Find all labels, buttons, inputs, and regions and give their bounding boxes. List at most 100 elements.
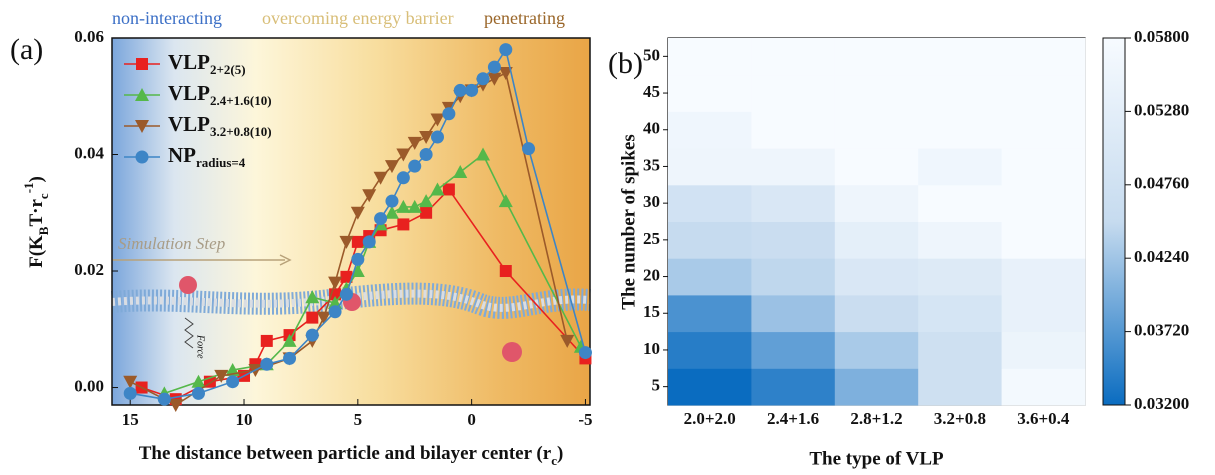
- marker: [453, 83, 467, 97]
- heat-cell: [668, 111, 752, 149]
- marker: [226, 375, 240, 389]
- heat-cell: [1001, 148, 1086, 186]
- marker: [282, 333, 297, 347]
- heat-cell: [918, 331, 1003, 369]
- marker: [351, 252, 365, 266]
- colorbar: [1102, 37, 1126, 406]
- heat-cell: [918, 221, 1003, 259]
- heat-cell: [918, 258, 1003, 296]
- marker: [339, 287, 353, 301]
- marker: [396, 148, 411, 162]
- heat-cell: [918, 38, 1003, 76]
- x-title-part: The distance between particle and bilaye…: [139, 443, 552, 464]
- x-tick-label: 3.6+0.4: [1017, 409, 1070, 428]
- heat-cell: [668, 331, 752, 369]
- marker: [316, 311, 331, 325]
- legend-label: VLP2.4+1.6(10): [168, 81, 272, 109]
- heat-cell: [668, 258, 752, 296]
- x-axis-title: The distance between particle and bilaye…: [139, 443, 564, 468]
- colorbar-tick-label: 0.04240: [1134, 247, 1189, 266]
- marker: [465, 83, 479, 97]
- legend-subscript: 2.4+1.6(10): [210, 93, 272, 108]
- marker: [476, 72, 490, 86]
- marker: [328, 305, 342, 319]
- heat-cell: [834, 74, 919, 112]
- legend-subscript: 3.2+0.8(10): [210, 124, 272, 139]
- particle: [179, 276, 197, 294]
- heat-cell: [751, 184, 836, 222]
- x-tick-label: 10: [236, 410, 253, 429]
- y-tick-label: 10: [643, 339, 660, 358]
- heat-cell: [751, 111, 836, 149]
- heat-cell: [1001, 368, 1086, 406]
- marker: [350, 206, 365, 220]
- marker: [362, 189, 377, 203]
- y-axis-title: F(KBT·rc-1): [21, 176, 51, 268]
- marker: [407, 199, 422, 213]
- x-tick-label: 2.4+1.6: [767, 409, 819, 428]
- marker: [442, 107, 456, 121]
- heat-cell: [918, 111, 1003, 149]
- heat-cell: [668, 184, 752, 222]
- legend-marker: [136, 58, 148, 70]
- y-tick-label: 0.00: [74, 376, 104, 395]
- colorbar-tick-label: 0.03200: [1134, 394, 1189, 413]
- heat-cell: [1001, 294, 1086, 333]
- legend-label: VLP3.2+0.8(10): [168, 112, 272, 140]
- x-axis-title: The type of VLP: [809, 448, 944, 469]
- heat-cell: [1001, 331, 1086, 369]
- marker: [214, 369, 229, 383]
- marker: [430, 130, 444, 144]
- legend-label: VLP2+2(5): [168, 50, 246, 78]
- marker: [191, 374, 206, 388]
- heat-cell: [918, 74, 1003, 112]
- x-tick-label: 5: [354, 410, 363, 429]
- marker: [396, 199, 411, 213]
- heat-cell: [751, 258, 836, 296]
- y-axis-title: The number of spikes: [618, 134, 639, 309]
- heat-cell: [834, 184, 919, 222]
- legend-name: NP: [168, 143, 196, 167]
- colorbar-tick-label: 0.05800: [1134, 27, 1189, 46]
- heat-cell: [834, 331, 919, 369]
- marker: [350, 264, 365, 278]
- zone-label: overcoming energy barrier: [262, 8, 454, 28]
- x-title-part: c: [551, 453, 557, 468]
- x-title-part: ): [557, 443, 563, 464]
- legend-subscript: 2+2(5): [210, 62, 246, 77]
- zone-label: non-interacting: [112, 8, 222, 28]
- force-spring: [184, 317, 194, 349]
- heat-cell: [918, 294, 1003, 333]
- y-tick-label: 30: [643, 192, 660, 211]
- x-tick-label: 2.0+2.0: [684, 409, 736, 428]
- marker: [123, 386, 137, 400]
- heat-cell: [668, 368, 752, 406]
- marker: [499, 265, 512, 278]
- marker: [384, 205, 399, 219]
- legend-marker: [135, 120, 149, 133]
- x-tick-label: -5: [578, 410, 592, 429]
- y-tick-label: 40: [643, 119, 660, 138]
- marker: [487, 72, 502, 86]
- marker: [420, 206, 433, 219]
- y-title-part: F(K: [26, 235, 47, 268]
- heat-cell: [834, 38, 919, 76]
- marker: [305, 290, 320, 304]
- marker: [419, 194, 434, 208]
- panel-label: (b): [608, 47, 643, 80]
- heat-cell: [918, 148, 1003, 186]
- marker: [385, 194, 399, 208]
- legend-subscript: radius=4: [196, 155, 246, 170]
- heat-cell: [1001, 184, 1086, 222]
- marker: [351, 235, 364, 248]
- marker: [168, 399, 183, 412]
- step-arrow-head: [279, 254, 292, 266]
- marker: [407, 136, 422, 150]
- y-tick-label: 15: [643, 302, 660, 321]
- heat-cell: [918, 184, 1003, 222]
- heat-cell: [1001, 38, 1086, 76]
- marker: [339, 235, 354, 249]
- marker: [305, 328, 319, 342]
- marker: [374, 212, 388, 226]
